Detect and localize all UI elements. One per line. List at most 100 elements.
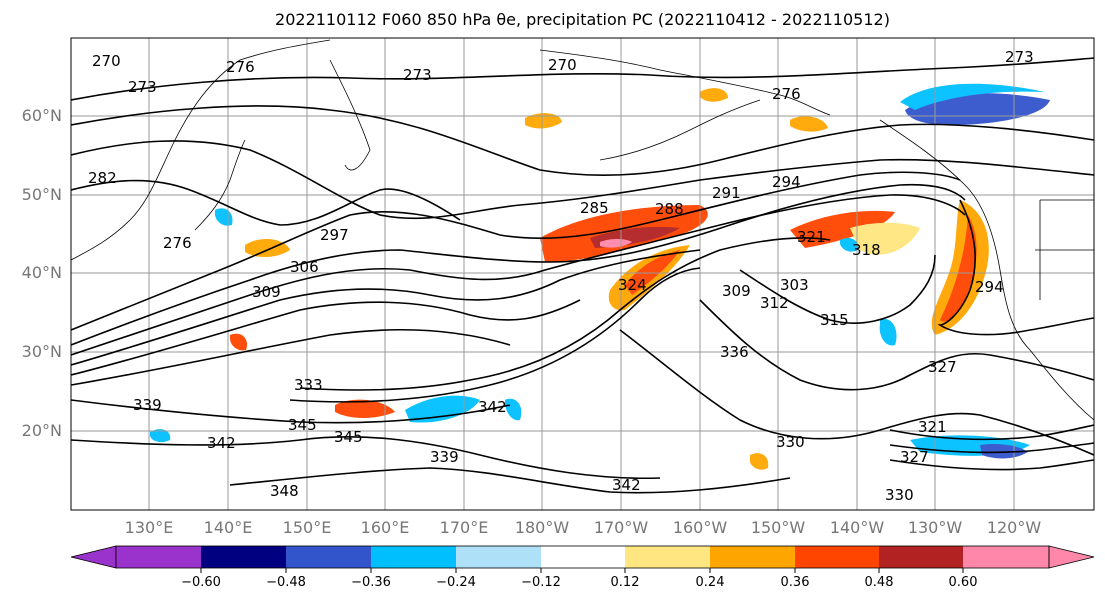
contour-label: 327 — [900, 448, 929, 466]
contour-line — [739, 254, 936, 324]
contour-label: 294 — [772, 173, 801, 191]
theta-e-contours — [71, 57, 1094, 494]
contour-label: 270 — [92, 52, 121, 70]
contour-label: 309 — [722, 282, 751, 300]
shade-positive-sub — [750, 453, 769, 470]
colorbar-segment — [286, 546, 371, 568]
colorbar-tick-label: −0.36 — [351, 575, 391, 590]
contour-label: 321 — [918, 418, 947, 436]
contour-label: 282 — [88, 169, 117, 187]
lat-label: 60°N — [21, 106, 62, 125]
colorbar-tick-label: 0.24 — [695, 575, 725, 590]
contour-line — [71, 171, 961, 331]
colorbar-extend-right — [1048, 545, 1095, 569]
contour-line — [71, 299, 581, 376]
contour-label: 294 — [975, 278, 1004, 296]
lon-label: 130°W — [907, 518, 963, 537]
contour-label: 345 — [334, 428, 363, 446]
contour-label: 276 — [226, 58, 255, 76]
shade-positive-bering — [700, 88, 728, 102]
lon-label: 130°E — [124, 518, 174, 537]
lon-label: 160°W — [672, 518, 728, 537]
contour-line — [71, 249, 701, 366]
contour-label: 333 — [294, 376, 323, 394]
contour-line — [71, 399, 511, 424]
contour-line — [71, 140, 1094, 220]
contour-line — [889, 424, 1094, 441]
shade-positive-south — [335, 399, 395, 418]
colorbar-segment — [963, 546, 1049, 568]
contour-label: 273 — [1005, 48, 1034, 66]
contour-label: 345 — [288, 416, 317, 434]
contour-label: 285 — [580, 199, 609, 217]
contour-label: 321 — [797, 228, 826, 246]
map-title: 2022110112 F060 850 hPa θe, precipitatio… — [275, 10, 890, 29]
contour-label: 330 — [885, 486, 914, 504]
shade-negative-ne — [840, 238, 859, 252]
lon-label: 150°W — [750, 518, 806, 537]
colorbar — [70, 545, 1095, 573]
shade-positive-east — [790, 116, 828, 132]
contour-label: 348 — [270, 482, 299, 500]
contour-line — [71, 105, 1094, 177]
contour-line — [619, 329, 1094, 456]
colorbar-segment — [625, 546, 710, 568]
contour-line — [71, 183, 966, 346]
colorbar-tick-label: −0.24 — [436, 575, 476, 590]
contour-line — [71, 328, 511, 386]
contour-labels: 270 273 276 270 273 276 273 282 276 285 … — [88, 48, 1034, 504]
contour-label: 297 — [320, 226, 349, 244]
colorbar-tick-label: 0.12 — [610, 575, 640, 590]
colorbar-segment — [710, 546, 795, 568]
colorbar-tick-label: 0.48 — [864, 575, 894, 590]
contour-label: 315 — [820, 311, 849, 329]
shade-negative-west — [150, 429, 171, 443]
contour-line — [289, 267, 701, 403]
lon-label: 120°W — [986, 518, 1042, 537]
contour-label: 327 — [928, 358, 957, 376]
colorbar-segment — [116, 546, 201, 568]
lon-label: 140°E — [203, 518, 253, 537]
contour-line — [71, 436, 661, 480]
colorbar-tick-label: −0.60 — [181, 575, 221, 590]
shade-negative-mid — [505, 398, 522, 421]
contour-line — [889, 459, 1094, 471]
contour-label: 342 — [207, 434, 236, 452]
contour-line — [71, 57, 1094, 101]
contour-label: 342 — [478, 398, 507, 416]
lat-label: 30°N — [21, 342, 62, 361]
lon-label: 170°E — [439, 518, 489, 537]
colorbar-segment — [879, 546, 963, 568]
contour-label: 273 — [128, 78, 157, 96]
colorbar-extend-left — [70, 545, 117, 569]
contour-label: 306 — [290, 258, 319, 276]
colorbar-tick-label: −0.48 — [266, 575, 306, 590]
contour-label: 336 — [720, 343, 749, 361]
colorbar-tick-label: 0.60 — [948, 575, 978, 590]
lat-label: 20°N — [21, 421, 62, 440]
lon-label: 180°W — [514, 518, 570, 537]
contour-label: 330 — [776, 433, 805, 451]
contour-label: 318 — [852, 241, 881, 259]
coast-aleutians — [599, 99, 761, 161]
colorbar-ticks — [200, 568, 964, 573]
coast-asia — [71, 39, 331, 261]
colorbar-segment — [371, 546, 456, 568]
contour-line — [299, 237, 831, 391]
contour-line — [71, 194, 966, 356]
contour-label: 270 — [548, 56, 577, 74]
contour-label: 312 — [760, 294, 789, 312]
shade-positive-sub2 — [230, 333, 248, 351]
map-frame — [70, 37, 1095, 511]
contour-label: 276 — [772, 85, 801, 103]
colorbar-segment — [201, 546, 286, 568]
shade-negative-jet-south — [405, 395, 480, 423]
coast-japan — [194, 139, 246, 231]
coast-namerica-inner — [1035, 199, 1094, 300]
colorbar-tick-label: 0.36 — [780, 575, 810, 590]
shade-positive-gulf — [525, 113, 562, 129]
lat-label: 50°N — [21, 185, 62, 204]
lon-label: 140°W — [829, 518, 885, 537]
contour-label: 288 — [655, 200, 684, 218]
